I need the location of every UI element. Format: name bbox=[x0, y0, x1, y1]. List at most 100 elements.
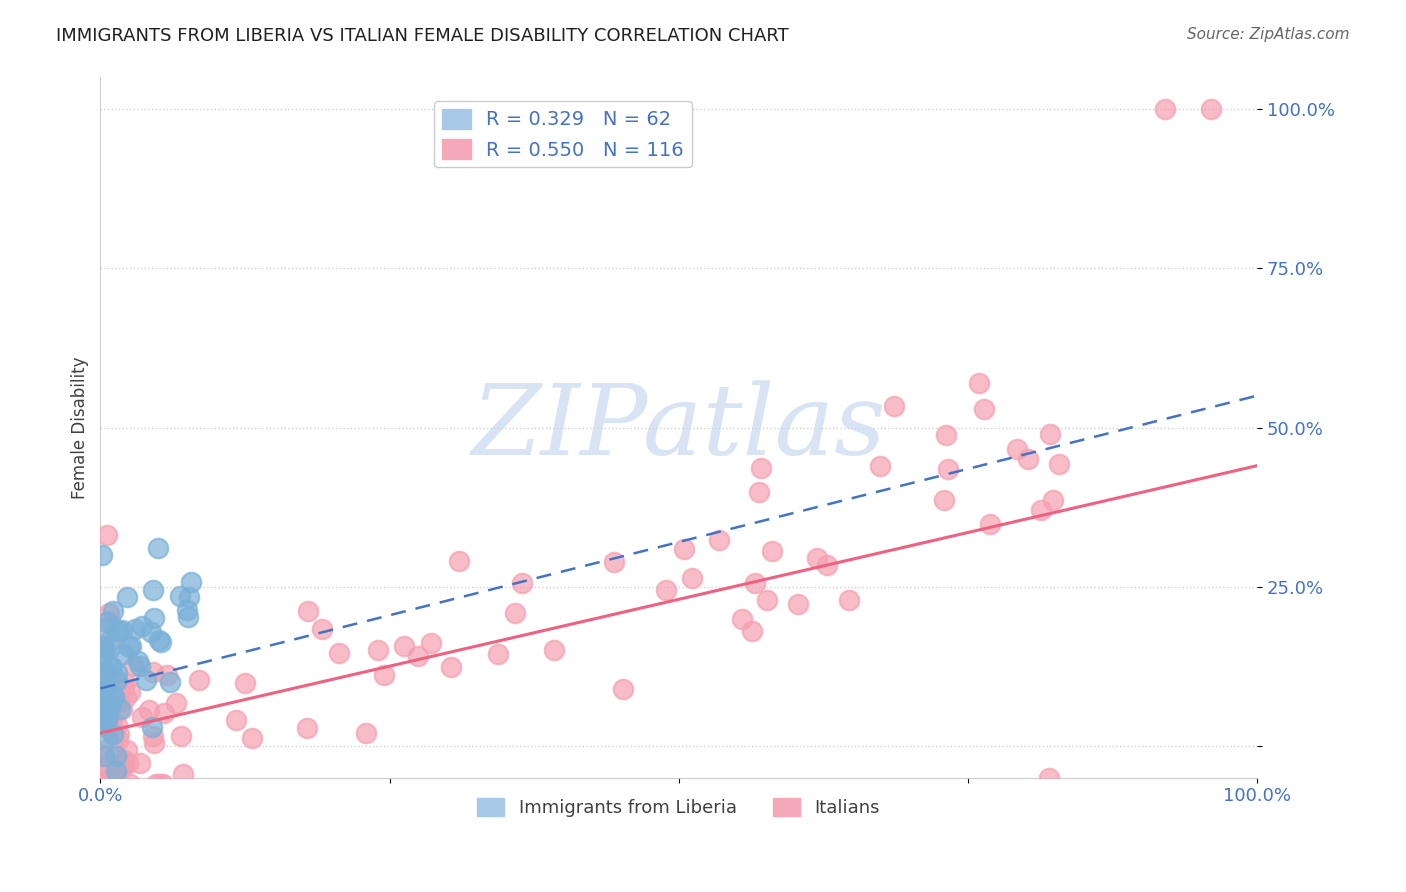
Point bbox=[93, 758, 115, 772]
Point bbox=[90, 710, 112, 724]
Point bbox=[96, 777, 118, 791]
Point bbox=[93, 692, 115, 706]
Point bbox=[90, 682, 112, 697]
Point bbox=[97, 721, 120, 735]
Point bbox=[90, 548, 112, 562]
Point bbox=[93, 685, 115, 699]
Text: IMMIGRANTS FROM LIBERIA VS ITALIAN FEMALE DISABILITY CORRELATION CHART: IMMIGRANTS FROM LIBERIA VS ITALIAN FEMAL… bbox=[56, 27, 789, 45]
Point bbox=[1047, 457, 1070, 471]
Point bbox=[115, 590, 138, 604]
Point bbox=[110, 702, 132, 716]
Point bbox=[103, 690, 125, 705]
Point bbox=[112, 681, 135, 695]
Point bbox=[165, 696, 187, 710]
Point bbox=[142, 735, 165, 749]
Point bbox=[932, 493, 955, 508]
Point bbox=[1005, 442, 1028, 456]
Point bbox=[328, 646, 350, 660]
Point bbox=[112, 753, 135, 767]
Point bbox=[108, 727, 131, 741]
Point bbox=[179, 590, 201, 604]
Point bbox=[97, 707, 120, 722]
Point bbox=[120, 684, 142, 698]
Point bbox=[503, 606, 526, 620]
Point bbox=[105, 673, 128, 687]
Point bbox=[488, 647, 510, 661]
Point bbox=[148, 633, 170, 648]
Point bbox=[112, 756, 135, 770]
Point bbox=[1017, 452, 1039, 467]
Point bbox=[815, 558, 838, 572]
Point bbox=[91, 670, 114, 684]
Point bbox=[1199, 102, 1222, 116]
Point bbox=[449, 554, 471, 568]
Point bbox=[709, 533, 731, 548]
Point bbox=[392, 639, 415, 653]
Point bbox=[93, 640, 115, 654]
Point bbox=[96, 615, 118, 629]
Point bbox=[883, 399, 905, 413]
Point bbox=[96, 621, 118, 635]
Point bbox=[100, 660, 122, 674]
Point bbox=[111, 623, 134, 637]
Point bbox=[240, 731, 263, 746]
Point bbox=[117, 756, 139, 770]
Point bbox=[98, 640, 121, 655]
Point bbox=[129, 659, 152, 673]
Point bbox=[1153, 102, 1175, 116]
Point bbox=[751, 461, 773, 475]
Point bbox=[108, 624, 131, 638]
Point bbox=[170, 729, 193, 743]
Point bbox=[354, 726, 377, 740]
Point bbox=[142, 729, 165, 743]
Point bbox=[90, 649, 112, 664]
Point bbox=[141, 720, 163, 734]
Point bbox=[131, 619, 153, 633]
Point bbox=[90, 671, 112, 685]
Point bbox=[131, 710, 153, 724]
Point bbox=[139, 624, 162, 639]
Point bbox=[90, 716, 112, 731]
Text: ZIPatlas: ZIPatlas bbox=[471, 380, 886, 475]
Point bbox=[979, 517, 1001, 532]
Point bbox=[187, 673, 209, 687]
Point bbox=[97, 670, 120, 684]
Legend: Immigrants from Liberia, Italians: Immigrants from Liberia, Italians bbox=[470, 790, 887, 824]
Point bbox=[96, 730, 118, 744]
Point bbox=[603, 555, 626, 569]
Point bbox=[115, 690, 138, 704]
Point bbox=[91, 709, 114, 723]
Point bbox=[105, 766, 128, 780]
Point bbox=[110, 777, 132, 791]
Point bbox=[150, 634, 173, 648]
Point bbox=[120, 639, 142, 653]
Point bbox=[655, 583, 678, 598]
Point bbox=[90, 670, 112, 684]
Point bbox=[105, 748, 128, 763]
Point bbox=[142, 611, 165, 625]
Point bbox=[295, 721, 318, 735]
Point bbox=[97, 715, 120, 730]
Point bbox=[112, 759, 135, 773]
Point bbox=[94, 690, 117, 705]
Point bbox=[138, 703, 160, 717]
Point bbox=[935, 428, 957, 442]
Point bbox=[96, 772, 118, 786]
Point bbox=[100, 712, 122, 726]
Point bbox=[761, 544, 783, 558]
Point bbox=[103, 727, 125, 741]
Point bbox=[97, 699, 120, 714]
Point bbox=[1038, 771, 1060, 785]
Point bbox=[146, 541, 169, 555]
Point bbox=[98, 633, 121, 648]
Point bbox=[755, 592, 778, 607]
Point bbox=[105, 624, 128, 639]
Point bbox=[107, 696, 129, 710]
Point bbox=[91, 693, 114, 707]
Point bbox=[180, 574, 202, 589]
Point bbox=[96, 705, 118, 719]
Point bbox=[1039, 426, 1062, 441]
Point bbox=[93, 749, 115, 764]
Point bbox=[177, 609, 200, 624]
Point bbox=[90, 777, 112, 791]
